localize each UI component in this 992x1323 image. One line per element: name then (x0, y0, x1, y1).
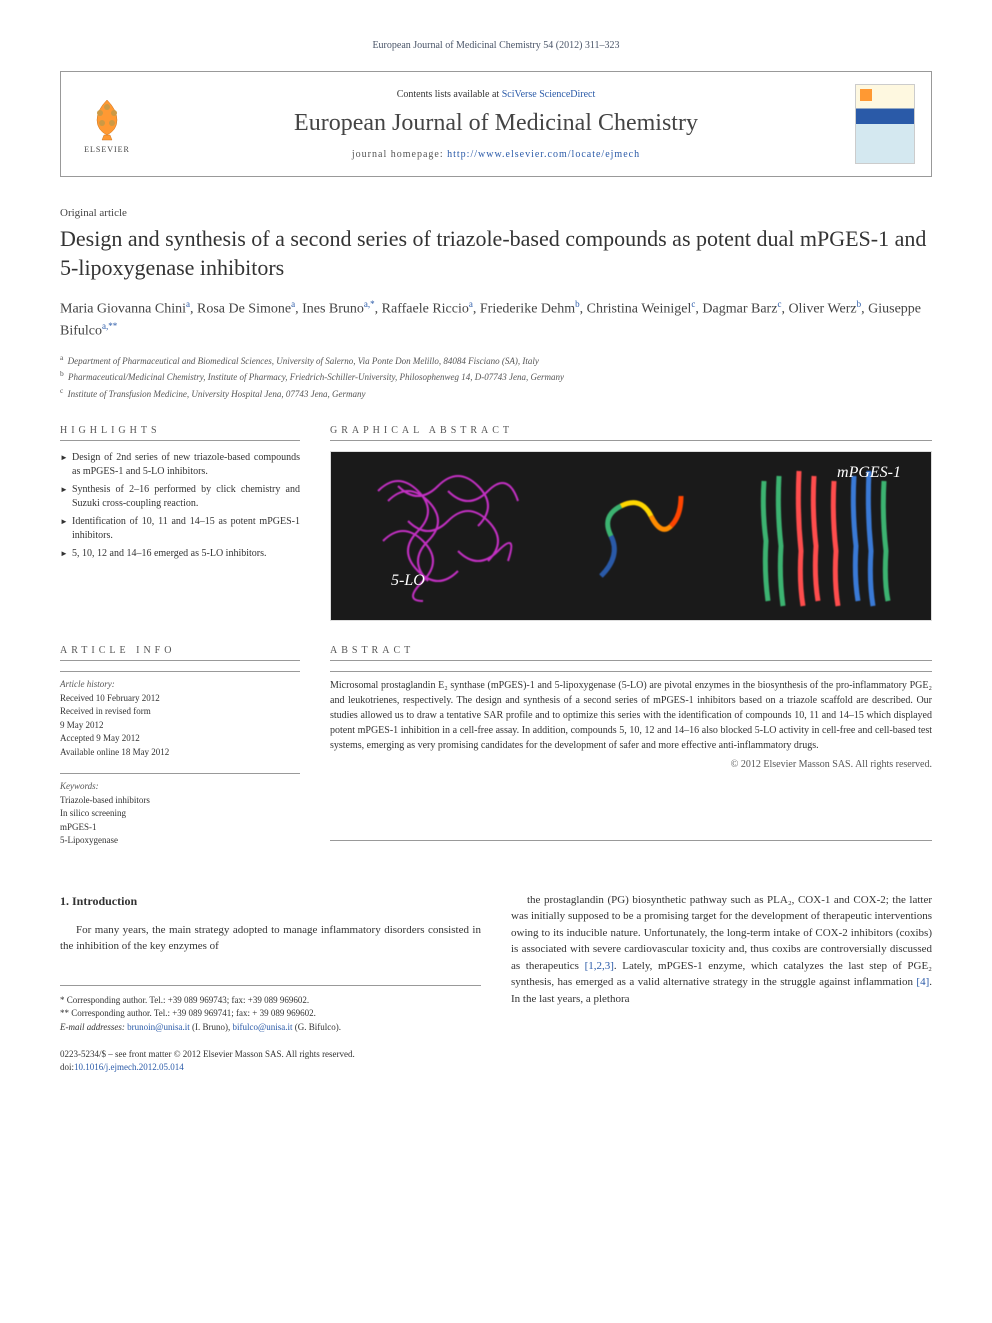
keyword-line: In silico screening (60, 807, 300, 821)
history-line: Received 10 February 2012 (60, 692, 300, 706)
front-matter-line: 0223-5234/$ – see front matter © 2012 El… (60, 1048, 932, 1061)
history-heading: Article history: (60, 678, 300, 692)
keyword-line: mPGES-1 (60, 821, 300, 835)
corr-author-1: * Corresponding author. Tel.: +39 089 96… (60, 994, 481, 1008)
affiliation-line: a Department of Pharmaceutical and Biome… (60, 352, 932, 369)
homepage-line: journal homepage: http://www.elsevier.co… (153, 149, 839, 160)
email-name-2: (G. Bifulco). (293, 1022, 342, 1032)
article-type: Original article (60, 207, 932, 219)
elsevier-tree-icon (82, 95, 132, 145)
email-link-2[interactable]: bifulco@unisa.it (232, 1022, 292, 1032)
corr-emails: E-mail addresses: brunoin@unisa.it (I. B… (60, 1021, 481, 1035)
divider (330, 840, 932, 841)
homepage-prefix: journal homepage: (352, 149, 447, 160)
divider (60, 773, 300, 774)
citation-line: European Journal of Medicinal Chemistry … (60, 40, 932, 51)
contents-prefix: Contents lists available at (397, 89, 502, 100)
history-line: Received in revised form (60, 705, 300, 719)
history-line: Available online 18 May 2012 (60, 746, 300, 760)
header-center: Contents lists available at SciVerse Sci… (153, 89, 839, 160)
contents-available: Contents lists available at SciVerse Sci… (153, 89, 839, 100)
correspondence-block: * Corresponding author. Tel.: +39 089 96… (60, 985, 481, 1035)
intro-paragraph-2: the prostaglandin (PG) biosynthetic path… (511, 892, 932, 1008)
article-history: Article history: Received 10 February 20… (60, 678, 300, 759)
journal-header: ELSEVIER Contents lists available at Sci… (60, 71, 932, 177)
history-line: 9 May 2012 (60, 719, 300, 733)
author-list: Maria Giovanna Chinia, Rosa De Simonea, … (60, 298, 932, 341)
keywords-block: Keywords: Triazole-based inhibitorsIn si… (60, 780, 300, 848)
keyword-line: 5-Lipoxygenase (60, 834, 300, 848)
intro-paragraph-1: For many years, the main strategy adopte… (60, 922, 481, 955)
protein-5lo-icon (358, 461, 538, 611)
journal-cover-thumbnail (855, 84, 915, 164)
homepage-link[interactable]: http://www.elsevier.com/locate/ejmech (447, 149, 640, 160)
doi-line: doi:10.1016/j.ejmech.2012.05.014 (60, 1061, 932, 1074)
history-line: Accepted 9 May 2012 (60, 732, 300, 746)
highlights-list: Design of 2nd series of new triazole-bas… (60, 451, 300, 561)
footer-doi-block: 0223-5234/$ – see front matter © 2012 El… (60, 1048, 932, 1073)
ref-link-1[interactable]: [1,2,3] (585, 960, 614, 972)
affiliation-line: b Pharmaceutical/Medicinal Chemistry, In… (60, 368, 932, 385)
sciencedirect-link[interactable]: SciVerse ScienceDirect (502, 89, 596, 100)
abstract-label: ABSTRACT (330, 645, 932, 661)
affiliation-line: c Institute of Transfusion Medicine, Uni… (60, 385, 932, 402)
doi-link[interactable]: 10.1016/j.ejmech.2012.05.014 (74, 1062, 184, 1072)
intro-heading: 1. Introduction (60, 892, 481, 910)
publisher-logo: ELSEVIER (77, 89, 137, 159)
article-title: Design and synthesis of a second series … (60, 225, 932, 282)
highlight-item: Synthesis of 2–16 performed by click che… (60, 483, 300, 511)
corr-author-2: ** Corresponding author. Tel.: +39 089 9… (60, 1007, 481, 1021)
affiliation-list: a Department of Pharmaceutical and Biome… (60, 352, 932, 402)
highlight-item: Design of 2nd series of new triazole-bas… (60, 451, 300, 479)
abstract-text: Microsomal prostaglandin E₂ synthase (mP… (330, 678, 932, 753)
keyword-line: Triazole-based inhibitors (60, 794, 300, 808)
highlight-item: Identification of 10, 11 and 14–15 as po… (60, 515, 300, 543)
divider (330, 671, 932, 672)
email-label: E-mail addresses: (60, 1022, 127, 1032)
divider (60, 671, 300, 672)
graphical-abstract-label: GRAPHICAL ABSTRACT (330, 425, 932, 441)
linker-rainbow-icon (591, 476, 691, 596)
email-name-1: (I. Bruno), (190, 1022, 233, 1032)
graphical-abstract-image: 5-LO mPGES-1 (330, 451, 932, 621)
doi-prefix: doi: (60, 1062, 74, 1072)
protein-mpges1-icon (744, 461, 904, 611)
abstract-copyright: © 2012 Elsevier Masson SAS. All rights r… (330, 759, 932, 770)
graphical-label-5lo: 5-LO (391, 572, 425, 590)
ref-link-2[interactable]: [4] (916, 976, 929, 988)
article-info-label: ARTICLE INFO (60, 645, 300, 661)
graphical-label-mpges1: mPGES-1 (837, 464, 901, 482)
keywords-heading: Keywords: (60, 780, 300, 794)
email-link-1[interactable]: brunoin@unisa.it (127, 1022, 190, 1032)
introduction-section: 1. Introduction For many years, the main… (60, 892, 932, 1035)
highlights-label: HIGHLIGHTS (60, 425, 300, 441)
highlight-item: 5, 10, 12 and 14–16 emerged as 5-LO inhi… (60, 547, 300, 561)
journal-title: European Journal of Medicinal Chemistry (153, 110, 839, 137)
publisher-name: ELSEVIER (84, 145, 130, 154)
